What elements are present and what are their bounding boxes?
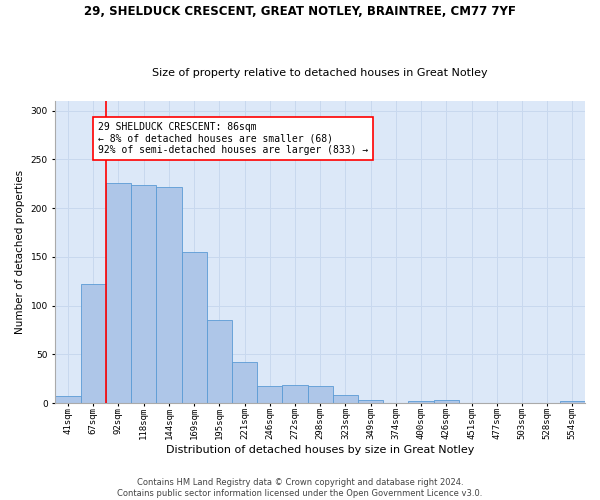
Bar: [434, 400, 459, 403]
Bar: [409, 401, 434, 403]
Bar: [358, 400, 383, 403]
Text: 29, SHELDUCK CRESCENT, GREAT NOTLEY, BRAINTREE, CM77 7YF: 29, SHELDUCK CRESCENT, GREAT NOTLEY, BRA…: [84, 5, 516, 18]
Bar: [207, 320, 232, 403]
Bar: [157, 186, 182, 403]
Bar: [80, 284, 106, 403]
Bar: [308, 386, 333, 403]
X-axis label: Distribution of detached houses by size in Great Notley: Distribution of detached houses by size …: [166, 445, 475, 455]
Bar: [560, 401, 585, 403]
Text: Contains HM Land Registry data © Crown copyright and database right 2024.
Contai: Contains HM Land Registry data © Crown c…: [118, 478, 482, 498]
Bar: [283, 386, 308, 403]
Title: Size of property relative to detached houses in Great Notley: Size of property relative to detached ho…: [152, 68, 488, 78]
Bar: [257, 386, 283, 403]
Bar: [55, 396, 80, 403]
Text: 29 SHELDUCK CRESCENT: 86sqm
← 8% of detached houses are smaller (68)
92% of semi: 29 SHELDUCK CRESCENT: 86sqm ← 8% of deta…: [98, 122, 368, 156]
Y-axis label: Number of detached properties: Number of detached properties: [15, 170, 25, 334]
Bar: [106, 183, 131, 403]
Bar: [232, 362, 257, 403]
Bar: [333, 395, 358, 403]
Bar: [131, 185, 157, 403]
Bar: [182, 252, 207, 403]
